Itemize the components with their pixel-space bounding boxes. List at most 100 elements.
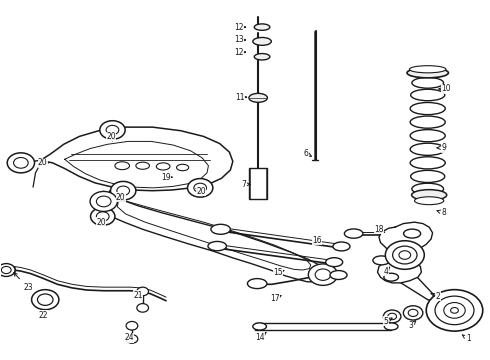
Circle shape (194, 183, 206, 193)
Circle shape (388, 313, 396, 320)
Ellipse shape (410, 66, 446, 73)
Text: 4: 4 (384, 267, 389, 276)
Text: 12: 12 (234, 48, 244, 57)
Circle shape (451, 307, 459, 313)
Circle shape (188, 179, 213, 197)
Circle shape (90, 192, 117, 211)
Circle shape (117, 186, 129, 195)
Circle shape (444, 302, 465, 318)
Ellipse shape (211, 224, 230, 234)
Ellipse shape (326, 258, 343, 267)
Circle shape (0, 264, 15, 276)
Ellipse shape (344, 229, 363, 238)
Circle shape (403, 306, 423, 320)
Ellipse shape (411, 89, 445, 101)
Ellipse shape (136, 162, 149, 169)
Circle shape (7, 153, 34, 173)
Ellipse shape (176, 164, 189, 171)
Circle shape (399, 251, 411, 259)
Text: 14: 14 (255, 333, 265, 342)
Ellipse shape (373, 256, 390, 265)
Text: 10: 10 (441, 84, 450, 93)
Ellipse shape (410, 103, 445, 114)
Bar (249, 168, 268, 199)
Ellipse shape (156, 163, 170, 170)
Ellipse shape (254, 54, 270, 60)
Circle shape (315, 269, 331, 280)
Ellipse shape (208, 242, 226, 251)
Polygon shape (40, 127, 233, 191)
Text: 22: 22 (38, 311, 48, 320)
Text: 2: 2 (436, 292, 441, 301)
Text: 8: 8 (441, 208, 446, 217)
Text: 9: 9 (441, 143, 446, 152)
Ellipse shape (247, 279, 267, 289)
Text: 24: 24 (124, 333, 134, 342)
Text: 23: 23 (24, 283, 33, 292)
Ellipse shape (407, 68, 448, 78)
Text: 19: 19 (161, 173, 171, 182)
Circle shape (126, 321, 138, 330)
Circle shape (97, 212, 109, 221)
Text: 20: 20 (97, 218, 106, 227)
Ellipse shape (412, 77, 443, 88)
Text: 7: 7 (242, 180, 246, 189)
Circle shape (385, 241, 424, 269)
Text: 13: 13 (234, 36, 244, 45)
Ellipse shape (404, 229, 420, 238)
Ellipse shape (415, 197, 444, 204)
Text: 20: 20 (196, 187, 206, 196)
Circle shape (37, 294, 53, 305)
Ellipse shape (411, 170, 445, 183)
Polygon shape (377, 222, 433, 283)
Circle shape (408, 309, 418, 316)
Ellipse shape (254, 24, 270, 30)
Text: 15: 15 (273, 268, 283, 277)
Ellipse shape (115, 162, 129, 170)
Circle shape (383, 310, 401, 323)
Text: 20: 20 (106, 132, 116, 141)
Circle shape (126, 335, 138, 343)
Text: 5: 5 (384, 316, 389, 325)
Circle shape (426, 290, 483, 331)
Text: 20: 20 (38, 158, 48, 167)
Text: 21: 21 (133, 291, 143, 300)
Ellipse shape (410, 130, 445, 142)
Ellipse shape (249, 93, 268, 102)
Ellipse shape (384, 323, 398, 330)
Bar (255, 323, 391, 330)
Polygon shape (104, 192, 327, 282)
Circle shape (308, 264, 338, 285)
Ellipse shape (410, 157, 445, 169)
Ellipse shape (412, 190, 447, 201)
Ellipse shape (253, 323, 267, 330)
Ellipse shape (410, 143, 445, 156)
Circle shape (111, 181, 136, 200)
Circle shape (100, 121, 125, 139)
Text: 6: 6 (303, 149, 308, 158)
Text: 18: 18 (374, 225, 384, 234)
Circle shape (106, 125, 119, 135)
Circle shape (91, 207, 115, 225)
Circle shape (435, 296, 474, 325)
Circle shape (392, 246, 417, 264)
Text: 20: 20 (116, 193, 125, 202)
Ellipse shape (412, 183, 443, 195)
Text: 3: 3 (408, 321, 413, 330)
Text: 1: 1 (466, 334, 470, 343)
Circle shape (1, 266, 11, 274)
Text: 12: 12 (234, 23, 244, 32)
Text: 11: 11 (235, 93, 245, 102)
Circle shape (31, 290, 59, 310)
Circle shape (97, 196, 111, 207)
Ellipse shape (384, 273, 398, 281)
Circle shape (137, 287, 148, 296)
Circle shape (137, 303, 148, 312)
Ellipse shape (330, 271, 347, 279)
Ellipse shape (333, 242, 350, 251)
Ellipse shape (253, 37, 271, 45)
Text: 16: 16 (312, 235, 322, 244)
Ellipse shape (410, 116, 445, 128)
Text: 17: 17 (270, 294, 280, 303)
Circle shape (14, 157, 28, 168)
